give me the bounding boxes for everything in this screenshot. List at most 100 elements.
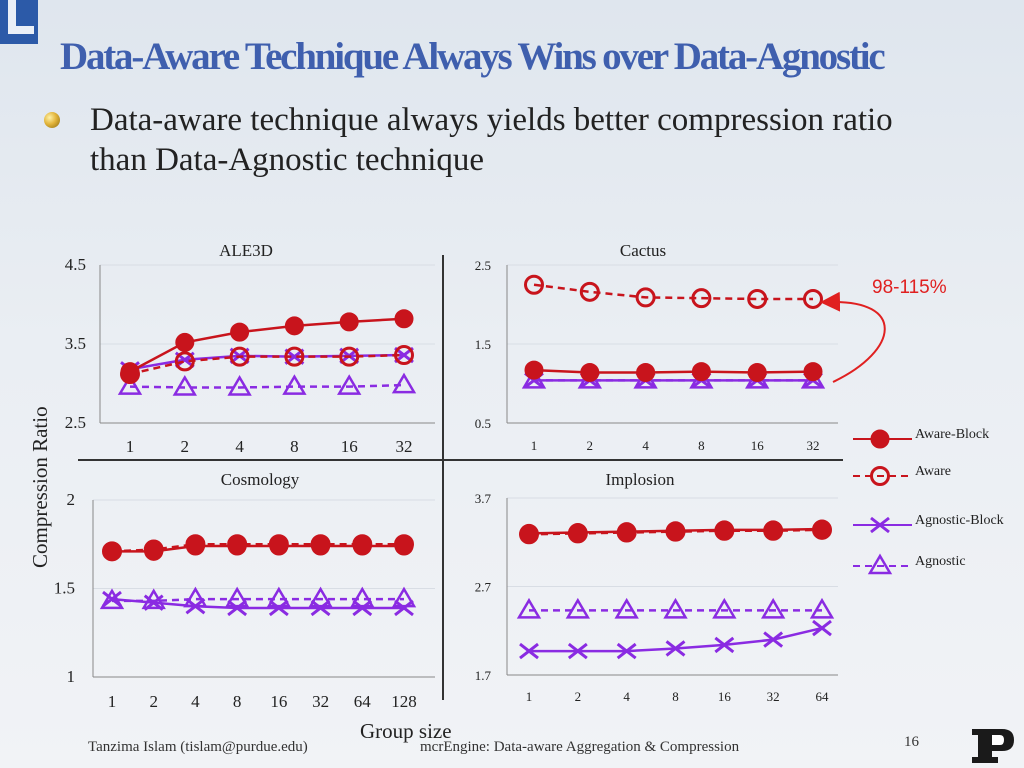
data-point bbox=[391, 372, 417, 394]
data-point bbox=[311, 536, 331, 556]
data-point bbox=[636, 362, 656, 382]
data-point bbox=[227, 599, 248, 617]
x-tick-label: 8 bbox=[233, 692, 242, 711]
data-point bbox=[394, 345, 414, 366]
x-tick-label: 1 bbox=[126, 437, 135, 456]
slide-title: Data-Aware Technique Always Wins over Da… bbox=[60, 35, 886, 78]
x-tick-label: 1 bbox=[531, 438, 538, 453]
legend-item-aware-block: Aware-Block bbox=[853, 427, 989, 449]
data-point bbox=[521, 367, 547, 389]
data-point bbox=[524, 360, 544, 380]
data-point bbox=[230, 322, 250, 342]
legend-marker bbox=[870, 466, 890, 486]
purdue-logo bbox=[972, 729, 1014, 763]
data-point bbox=[120, 362, 140, 382]
annotation-arrow bbox=[820, 291, 886, 383]
data-point bbox=[712, 597, 737, 619]
data-point bbox=[227, 536, 247, 556]
data-point bbox=[117, 374, 143, 395]
data-point bbox=[174, 351, 195, 372]
data-point bbox=[227, 374, 252, 396]
x-tick-label: 2 bbox=[149, 692, 158, 711]
legend: Aware-Block Aware Agnostic-Block Agnostic bbox=[853, 427, 1004, 575]
chart-title: Cosmology bbox=[221, 470, 300, 489]
data-point bbox=[394, 309, 414, 329]
series-aware-block bbox=[524, 360, 823, 382]
x-tick-label: 16 bbox=[341, 437, 358, 456]
y-tick-label: 1.7 bbox=[475, 668, 492, 683]
x-tick-label: 64 bbox=[816, 689, 830, 704]
data-point bbox=[519, 642, 539, 660]
data-point bbox=[143, 594, 164, 611]
chart-cosmology: Cosmology 1 1.5 2 1 2 4 8 16 32 64 128 bbox=[54, 470, 435, 711]
x-tick-label: 32 bbox=[312, 692, 329, 711]
x-tick-label: 4 bbox=[191, 692, 200, 711]
data-point bbox=[185, 598, 206, 615]
x-tick-label: 16 bbox=[718, 689, 732, 704]
y-tick-label: 2.5 bbox=[65, 413, 86, 432]
data-point bbox=[183, 586, 208, 608]
chart-ale3d: ALE3D 2.5 3.5 4.5 1 2 4 8 16 32 bbox=[65, 241, 435, 456]
series-line bbox=[533, 368, 814, 374]
data-point bbox=[663, 597, 688, 619]
legend-item-agnostic: Agnostic bbox=[853, 553, 966, 575]
y-axis-label: Compression Ratio bbox=[28, 406, 52, 568]
series-aware-block bbox=[120, 309, 414, 382]
data-point bbox=[172, 374, 197, 396]
legend-label: Aware-Block bbox=[915, 427, 989, 442]
y-tick-label: 1.5 bbox=[475, 337, 491, 352]
data-point bbox=[144, 541, 164, 561]
data-point bbox=[269, 536, 289, 556]
footer-author: Tanzima Islam (tislam@purdue.edu) bbox=[88, 739, 308, 755]
data-point bbox=[175, 332, 195, 352]
x-tick-label: 4 bbox=[235, 437, 244, 456]
y-tick-label: 4.5 bbox=[65, 255, 86, 274]
footer-subtitle: mcrEngine: Data-aware Aggregation & Comp… bbox=[420, 739, 740, 755]
data-point bbox=[760, 597, 786, 619]
series-agnostic bbox=[516, 597, 835, 619]
data-point bbox=[809, 597, 835, 619]
bullet-icon bbox=[44, 112, 60, 128]
data-point bbox=[185, 536, 205, 556]
chart-title: Cactus bbox=[620, 241, 666, 260]
chart-cactus: Cactus 0.5 1.5 2.5 1 2 4 8 16 32 bbox=[475, 241, 838, 453]
series-line bbox=[533, 283, 813, 301]
legend-item-aware: Aware bbox=[853, 464, 951, 486]
data-point bbox=[519, 523, 539, 543]
series-aware-block bbox=[519, 519, 832, 543]
x-tick-label: 1 bbox=[526, 689, 533, 704]
series-agnostic-block bbox=[102, 590, 414, 617]
x-tick-label: 1 bbox=[108, 692, 117, 711]
data-point bbox=[352, 536, 372, 556]
data-point bbox=[352, 599, 373, 617]
data-point bbox=[567, 642, 588, 660]
data-point bbox=[635, 287, 656, 308]
data-point bbox=[568, 523, 588, 543]
data-point bbox=[310, 599, 331, 617]
data-point bbox=[714, 636, 735, 654]
data-point bbox=[812, 519, 832, 539]
data-point bbox=[616, 642, 637, 660]
x-axis-label: Group size bbox=[360, 719, 452, 743]
chart-title: ALE3D bbox=[219, 241, 273, 260]
chart-implosion: Implosion 1.7 2.7 3.7 1 2 4 8 16 32 64 bbox=[475, 470, 838, 704]
chart-title: Implosion bbox=[606, 470, 675, 489]
x-tick-label: 64 bbox=[354, 692, 372, 711]
series-agnostic bbox=[117, 372, 417, 396]
data-point bbox=[714, 520, 734, 540]
data-point bbox=[579, 281, 600, 302]
data-point bbox=[565, 597, 591, 619]
x-tick-label: 32 bbox=[396, 437, 413, 456]
data-point bbox=[394, 599, 414, 617]
data-point bbox=[617, 522, 637, 542]
data-point bbox=[763, 520, 783, 540]
data-point bbox=[268, 599, 289, 617]
x-tick-label: 8 bbox=[672, 689, 679, 704]
data-point bbox=[812, 619, 832, 637]
data-point bbox=[665, 640, 686, 657]
annotation-label: 98-115% bbox=[872, 277, 947, 298]
x-tick-label: 8 bbox=[698, 438, 705, 453]
x-tick-label: 32 bbox=[807, 438, 820, 453]
data-point bbox=[284, 346, 305, 367]
